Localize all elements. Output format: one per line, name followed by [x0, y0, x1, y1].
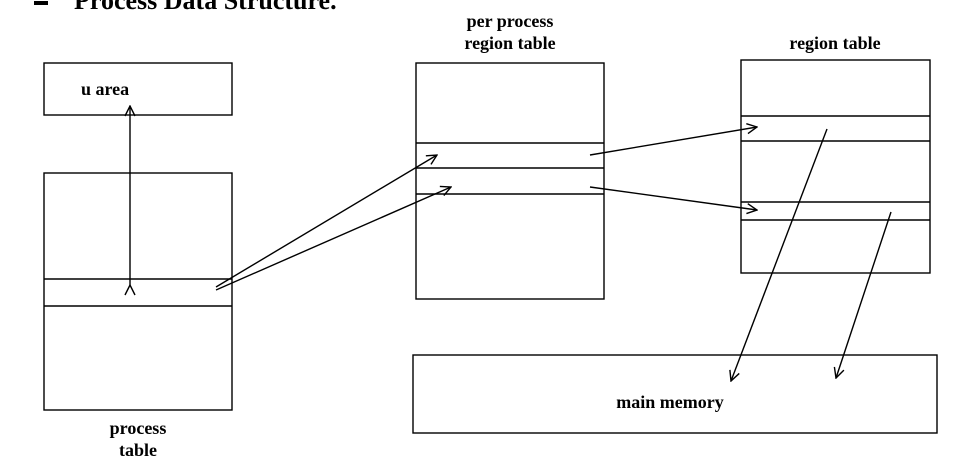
region-table-label: region table — [789, 33, 881, 53]
process-to-pregion-arrow-1 — [215, 155, 437, 288]
process-table-box — [43, 172, 233, 411]
process-table-label-line1: process — [109, 418, 167, 438]
process-table — [43, 172, 233, 411]
region-table — [740, 59, 931, 274]
main-memory-label: main memory — [616, 392, 724, 412]
region-to-memory-arrow-1 — [731, 128, 828, 381]
per-process-region-table-label-line1: per process — [466, 11, 554, 31]
process-table-label: process table — [84, 417, 192, 461]
per-process-region-table — [415, 62, 605, 300]
pregion-to-region-arrow-1 — [589, 127, 757, 156]
per-process-region-table-box — [415, 62, 605, 300]
process-table-label-line2: table — [119, 440, 157, 460]
region-table-box — [740, 59, 931, 274]
square-bullet-icon — [34, 1, 48, 6]
page-heading: Process Data Structure. — [34, 0, 337, 16]
per-process-region-table-label-line2: region table — [464, 33, 556, 53]
main-memory-box — [412, 354, 938, 434]
region-to-memory-arrow-2 — [836, 211, 892, 378]
u-area-box — [43, 62, 233, 116]
pregion-to-region-arrow-2 — [589, 186, 757, 210]
heading-text: Process Data Structure. — [74, 0, 337, 15]
u-area-label: u area — [81, 79, 130, 99]
per-process-region-table-label: per process region table — [415, 10, 605, 54]
process-to-pregion-arrow-2 — [215, 187, 451, 291]
